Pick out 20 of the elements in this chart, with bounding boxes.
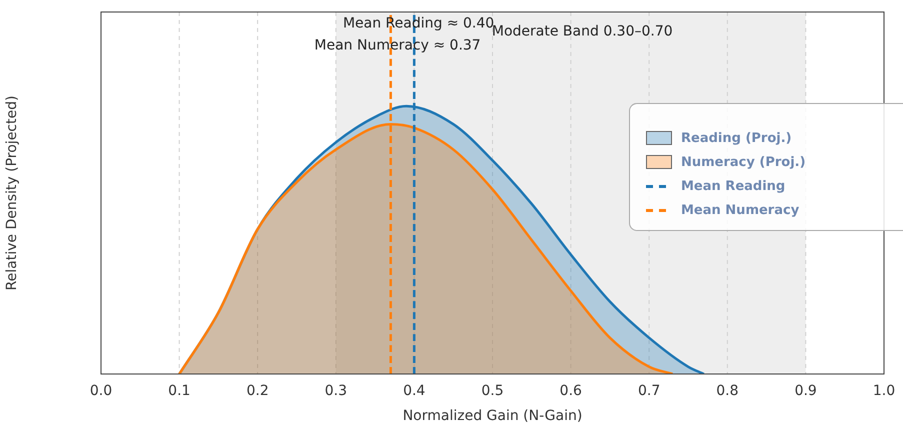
x-axis-title: Normalized Gain (N-Gain) [402,408,582,424]
x-tick-label: 0.1 [168,383,190,400]
y-axis-title: Relative Density (Projected) [4,96,20,290]
annotation: Mean Numeracy ≈ 0.37 [314,38,481,54]
x-tick-label: 0.6 [560,383,582,400]
x-tick-label: 0.9 [794,383,817,400]
x-tick-label: 0.3 [324,383,348,400]
legend-label: Mean Numeracy [681,202,800,218]
x-tick-label: 0.2 [246,383,269,400]
band-label: Moderate Band 0.30–0.70 [492,24,673,40]
annotation: Mean Reading ≈ 0.40 [342,16,494,32]
legend-label: Reading (Proj.) [681,130,792,146]
x-tick-label: 0.4 [403,383,426,400]
x-tick-label: 1.0 [872,383,896,400]
legend-label: Mean Reading [681,178,786,194]
x-tick-label: 0.8 [716,383,739,400]
x-tick-label: 0.0 [90,383,112,400]
x-tick-label: 0.5 [481,383,504,400]
x-tick-label: 0.7 [638,383,660,400]
legend-label: Numeracy (Proj.) [681,154,806,170]
